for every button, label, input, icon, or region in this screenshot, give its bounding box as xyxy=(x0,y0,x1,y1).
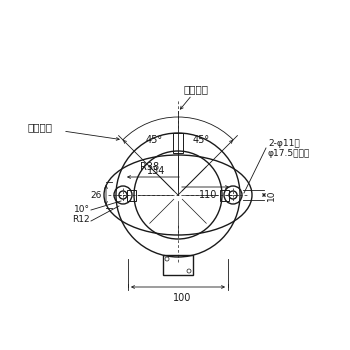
Bar xyxy=(220,189,229,201)
Text: 位置＃１: 位置＃１ xyxy=(183,84,209,94)
Text: 45°: 45° xyxy=(146,135,163,145)
Bar xyxy=(163,255,193,275)
Text: 10°: 10° xyxy=(74,204,90,214)
Text: 26: 26 xyxy=(91,190,102,199)
Text: 2-φ11穴: 2-φ11穴 xyxy=(268,139,300,147)
Bar xyxy=(127,189,136,201)
Text: 100: 100 xyxy=(173,293,191,303)
Text: 110: 110 xyxy=(199,190,217,200)
Text: 位置＃３: 位置＃３ xyxy=(28,122,53,132)
Text: R12: R12 xyxy=(72,216,90,224)
Bar xyxy=(173,133,183,153)
Text: 45°: 45° xyxy=(193,135,210,145)
Text: φ17.5ざくり: φ17.5ざくり xyxy=(268,149,310,159)
Text: 134: 134 xyxy=(147,166,165,176)
Text: 10: 10 xyxy=(267,189,276,201)
Text: R38: R38 xyxy=(140,162,160,172)
